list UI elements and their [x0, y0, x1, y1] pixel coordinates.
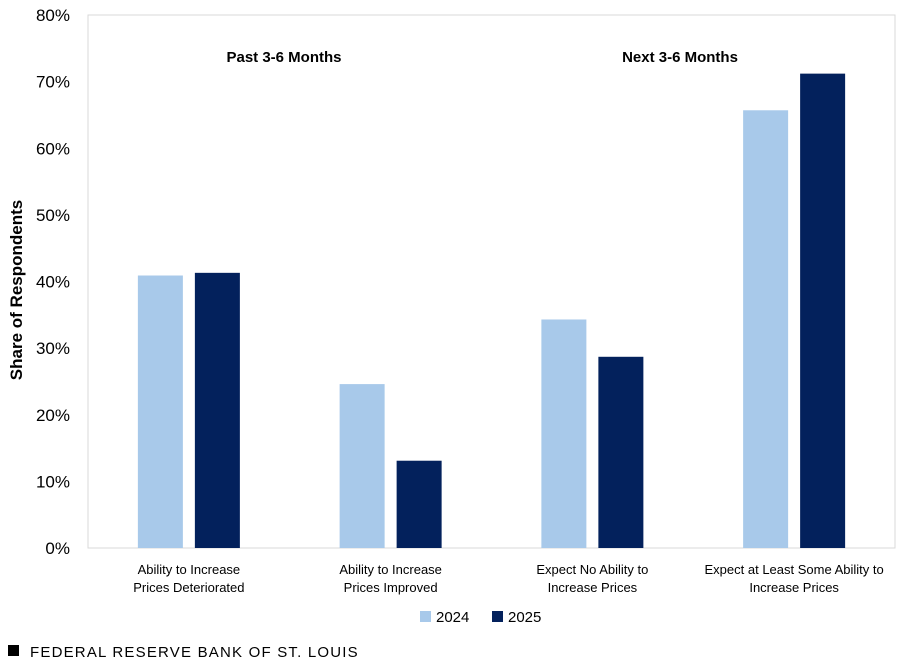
plot-area: [87, 14, 896, 549]
legend-swatch-2024: [420, 611, 431, 622]
y-axis-label: Share of Respondents: [7, 200, 26, 380]
bar-2024: [339, 384, 385, 548]
group-label-next: Next 3-6 Months: [622, 49, 738, 66]
y-tick-label: 40%: [36, 273, 70, 292]
y-axis-ticks: 0% 10% 20% 30% 40% 50% 60% 70% 80%: [36, 6, 70, 558]
footer-source: FEDERAL RESERVE BANK OF ST. LOUIS: [30, 644, 359, 660]
legend-label-2025: 2025: [508, 609, 541, 626]
bar-2025: [800, 73, 846, 548]
y-tick-label: 50%: [36, 206, 70, 225]
y-tick-label: 10%: [36, 472, 70, 491]
category-label: Ability to Increase Prices Deteriorated: [133, 562, 244, 595]
bar-2025: [598, 356, 644, 548]
legend: 2024 2025: [420, 609, 541, 626]
y-tick-label: 60%: [36, 139, 70, 158]
y-tick-label: 70%: [36, 73, 70, 92]
category-label: Expect No Ability to Increase Prices: [536, 562, 648, 595]
bar-2025: [194, 272, 240, 548]
legend-swatch-2025: [492, 611, 503, 622]
x-axis-category-labels: Ability to Increase Prices Deteriorated Ab…: [133, 562, 884, 595]
category-label: Expect at Least Some Ability to Increase …: [705, 562, 884, 595]
legend-label-2024: 2024: [436, 609, 469, 626]
y-tick-label: 80%: [36, 6, 70, 25]
bar-2025: [396, 460, 442, 548]
brand-square-icon: [8, 645, 19, 656]
category-label: Ability to Increase Prices Improved: [339, 562, 442, 595]
group-label-past: Past 3-6 Months: [226, 49, 341, 66]
bar-2024: [541, 319, 587, 548]
y-tick-label: 0%: [45, 539, 70, 558]
bar-2024: [137, 275, 183, 548]
bars: [137, 73, 846, 549]
y-tick-label: 30%: [36, 339, 70, 358]
y-tick-label: 20%: [36, 406, 70, 425]
bar-2024: [743, 110, 789, 549]
